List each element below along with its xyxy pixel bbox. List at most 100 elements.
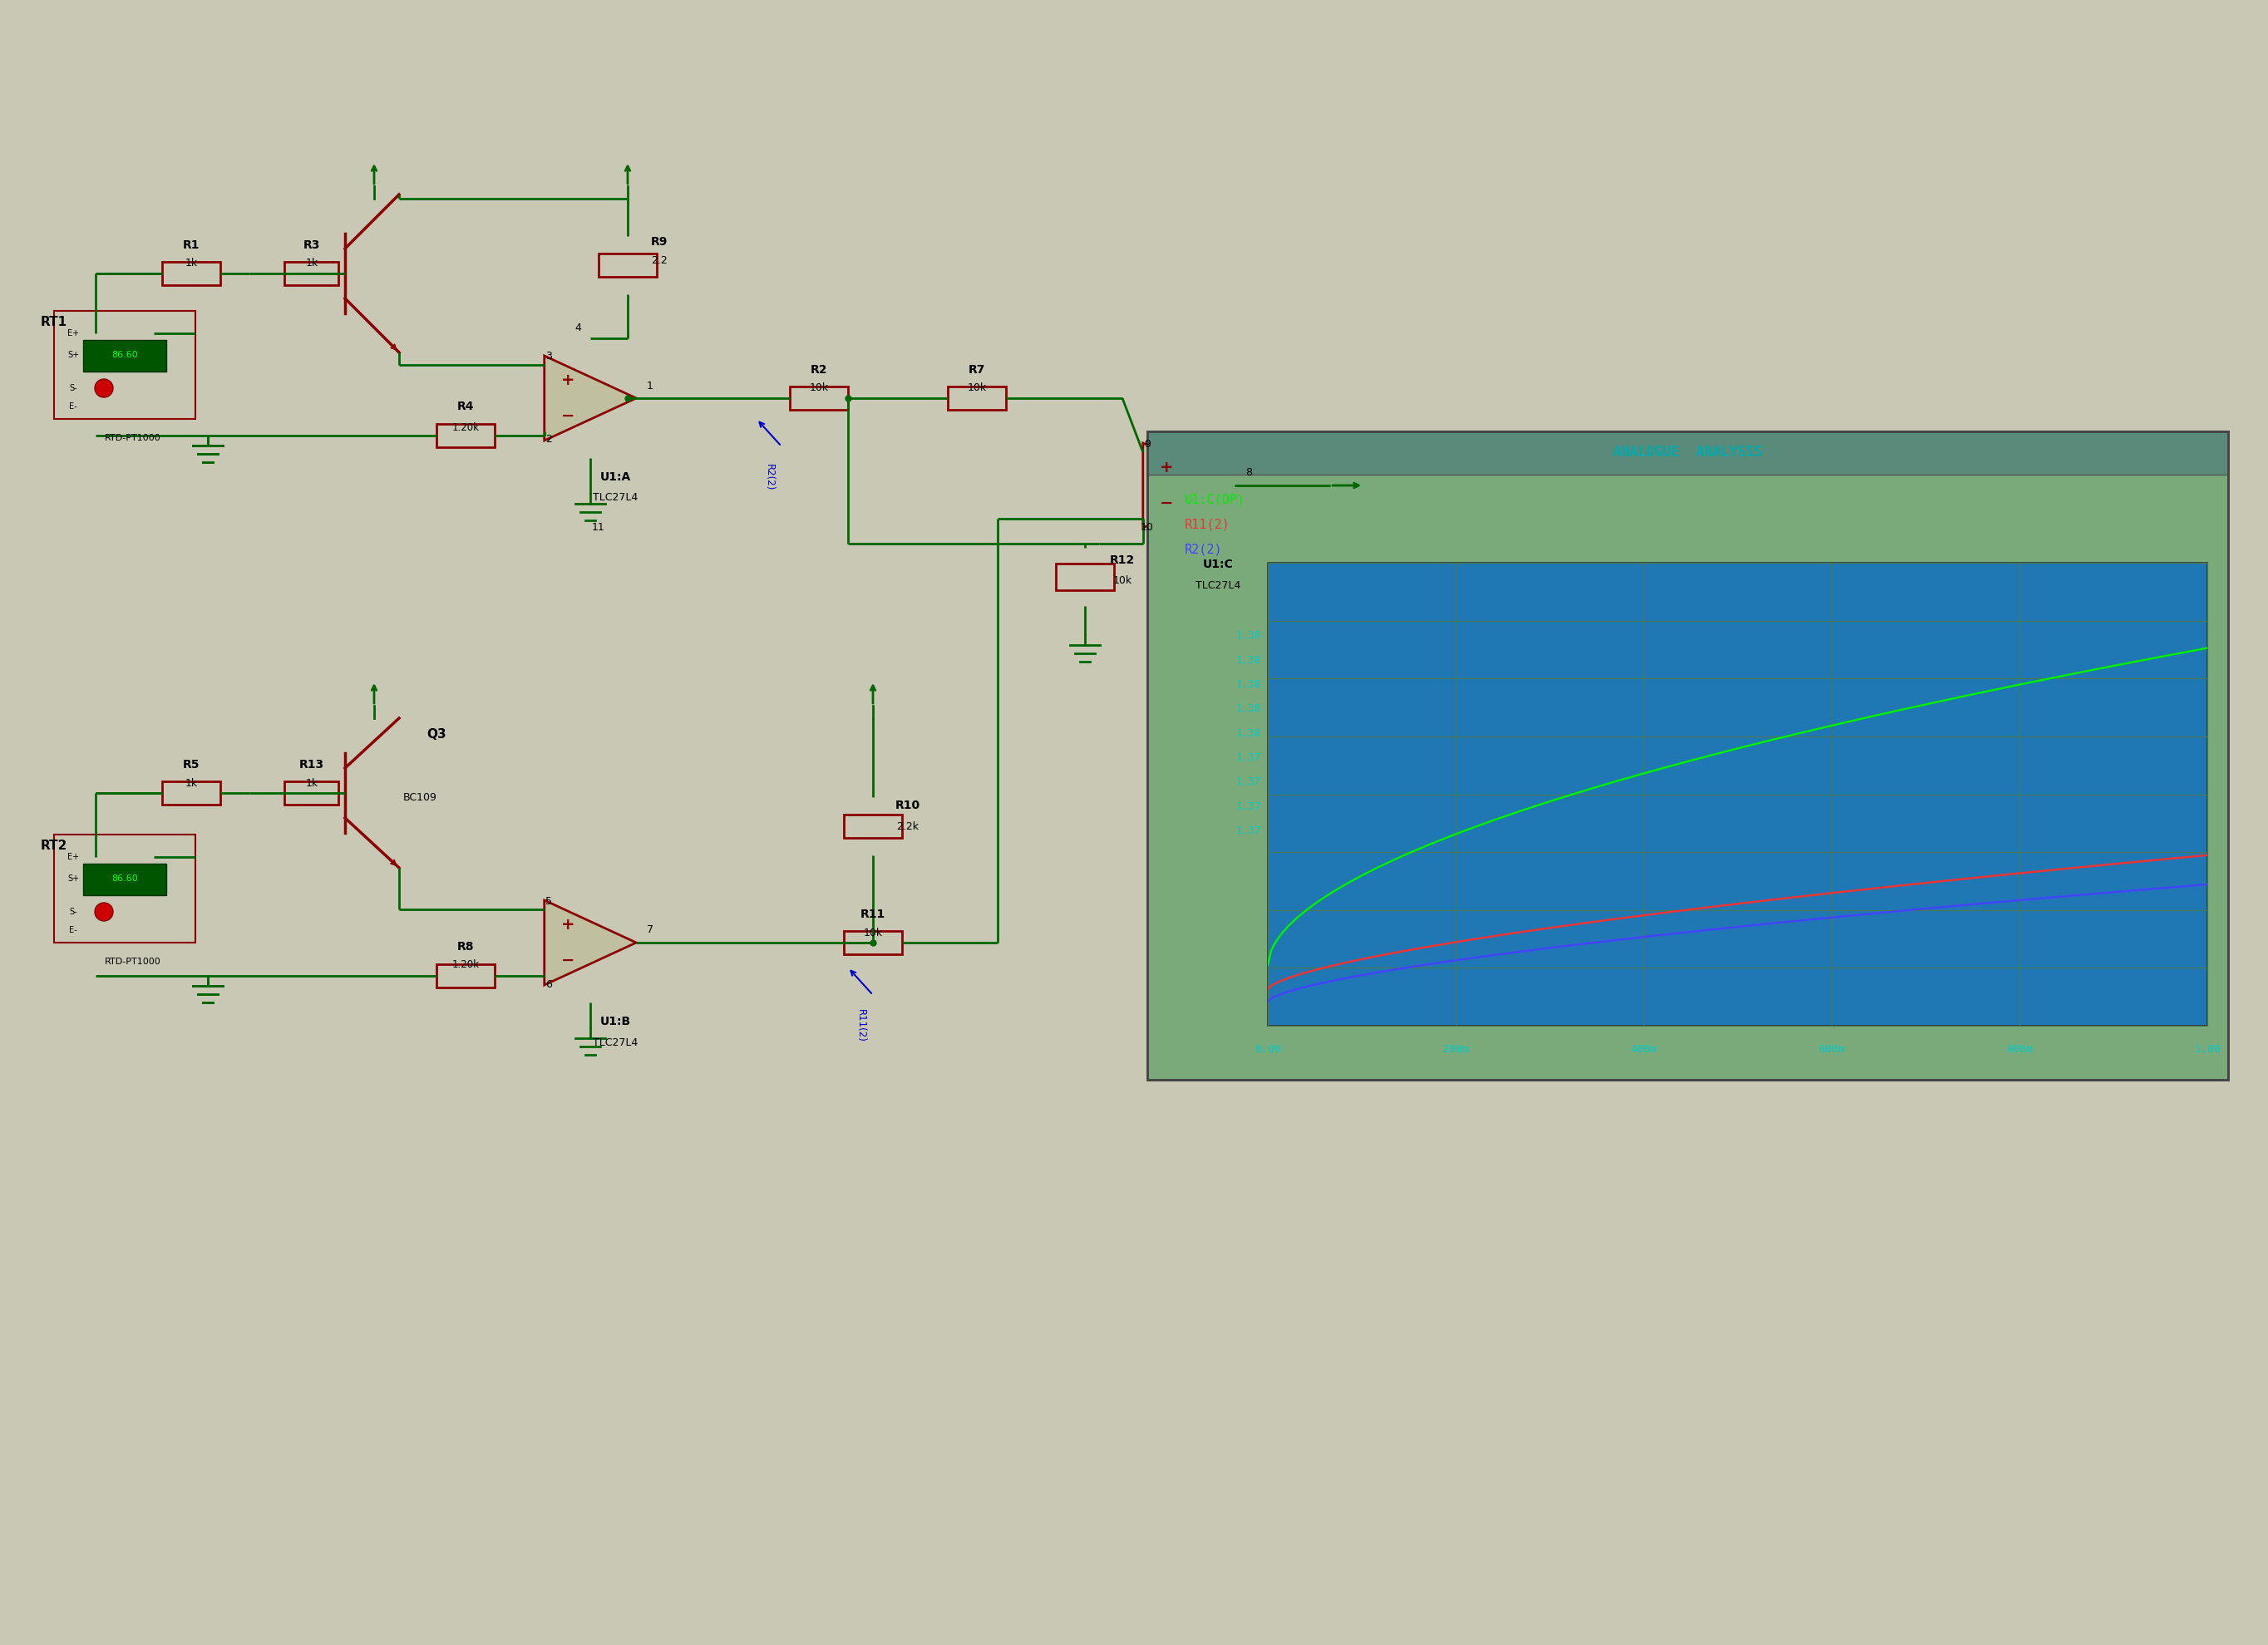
Text: U1:A: U1:A xyxy=(599,472,631,484)
Text: RTD-PT1000: RTD-PT1000 xyxy=(104,957,161,966)
Text: TLC27L4: TLC27L4 xyxy=(592,492,637,503)
Bar xyxy=(599,253,658,276)
Text: E-: E- xyxy=(68,926,77,934)
Text: R11(2): R11(2) xyxy=(1184,518,1229,531)
Text: R11(2): R11(2) xyxy=(855,1008,866,1043)
Text: 8: 8 xyxy=(1245,467,1252,479)
Text: 6: 6 xyxy=(544,979,551,990)
Text: S+: S+ xyxy=(68,875,79,883)
Circle shape xyxy=(95,378,113,398)
Text: −: − xyxy=(560,952,574,969)
Bar xyxy=(844,931,903,954)
Text: S-: S- xyxy=(68,908,77,916)
Text: 5: 5 xyxy=(544,895,551,906)
Polygon shape xyxy=(544,355,637,441)
Text: 11: 11 xyxy=(592,521,606,533)
Text: +: + xyxy=(560,916,574,933)
Text: 86.60: 86.60 xyxy=(111,350,138,359)
Text: R3: R3 xyxy=(304,240,320,252)
Bar xyxy=(1057,564,1114,591)
Bar xyxy=(435,964,494,987)
Bar xyxy=(435,424,494,447)
Text: 1.38: 1.38 xyxy=(1236,704,1261,714)
Text: 0.00: 0.00 xyxy=(1254,1045,1281,1054)
Text: R2(2): R2(2) xyxy=(764,464,773,490)
Bar xyxy=(286,262,338,285)
Text: 2.2k: 2.2k xyxy=(896,821,919,832)
Text: 2.2: 2.2 xyxy=(651,255,667,266)
Text: E+: E+ xyxy=(68,852,79,860)
Text: 1.37: 1.37 xyxy=(1236,752,1261,763)
Text: 10k: 10k xyxy=(864,928,882,938)
Text: 1.20k: 1.20k xyxy=(451,959,479,971)
Text: Q3: Q3 xyxy=(426,729,447,740)
Text: R12: R12 xyxy=(1109,554,1134,566)
Text: R1: R1 xyxy=(184,240,200,252)
Text: 1k: 1k xyxy=(186,258,197,268)
Bar xyxy=(1148,431,2227,475)
Bar xyxy=(844,814,903,837)
Text: 86.60: 86.60 xyxy=(111,875,138,883)
Text: R7: R7 xyxy=(968,364,984,375)
Text: BC109: BC109 xyxy=(404,791,438,803)
Text: 9: 9 xyxy=(1143,439,1150,449)
Text: R10: R10 xyxy=(896,799,921,811)
Text: 1.20k: 1.20k xyxy=(451,421,479,433)
Text: E-: E- xyxy=(68,403,77,411)
Bar xyxy=(54,311,195,419)
Text: 1.38: 1.38 xyxy=(1236,630,1261,642)
Text: 1k: 1k xyxy=(306,778,318,788)
Text: 1.37: 1.37 xyxy=(1236,776,1261,788)
Text: 1k: 1k xyxy=(306,258,318,268)
Text: R11: R11 xyxy=(860,908,885,920)
Text: TLC27L4: TLC27L4 xyxy=(1195,579,1241,591)
Text: TLC27L4: TLC27L4 xyxy=(592,1036,637,1048)
Circle shape xyxy=(95,903,113,921)
Text: U1:B: U1:B xyxy=(599,1015,631,1028)
Text: 1.00: 1.00 xyxy=(2193,1045,2220,1054)
Text: RT1: RT1 xyxy=(41,316,68,327)
Bar xyxy=(1268,563,2207,1026)
Text: 1k: 1k xyxy=(186,778,197,788)
Text: 1: 1 xyxy=(646,380,653,392)
Text: +: + xyxy=(560,373,574,388)
Text: U1:C: U1:C xyxy=(1202,559,1234,571)
Text: 600m: 600m xyxy=(1819,1045,1844,1054)
Text: 800m: 800m xyxy=(2007,1045,2032,1054)
Text: 4: 4 xyxy=(574,322,581,332)
Bar xyxy=(1148,431,2227,1079)
Text: +: + xyxy=(1159,461,1173,475)
Text: R2(2): R2(2) xyxy=(1184,543,1222,556)
Text: E+: E+ xyxy=(68,329,79,337)
Text: S+: S+ xyxy=(68,350,79,359)
Bar xyxy=(1268,563,2207,1026)
Text: 200m: 200m xyxy=(1442,1045,1470,1054)
Text: 1.37: 1.37 xyxy=(1236,801,1261,813)
Text: 7: 7 xyxy=(646,924,653,936)
Text: U1:C(OP): U1:C(OP) xyxy=(1184,493,1245,505)
Text: R13: R13 xyxy=(299,758,324,770)
Bar xyxy=(789,387,848,410)
Text: S-: S- xyxy=(68,383,77,393)
Text: 10k: 10k xyxy=(1114,576,1132,586)
Bar xyxy=(286,781,338,804)
Text: R8: R8 xyxy=(458,941,474,952)
Bar xyxy=(161,781,220,804)
Text: R5: R5 xyxy=(184,758,200,770)
Text: 400m: 400m xyxy=(1631,1045,1658,1054)
Text: −: − xyxy=(560,408,574,424)
Bar xyxy=(1148,431,2227,1079)
Text: RT2: RT2 xyxy=(41,839,68,852)
Text: ANALOGUE  ANALYSIS: ANALOGUE ANALYSIS xyxy=(1613,444,1762,459)
Text: −: − xyxy=(1159,495,1173,512)
Text: R4: R4 xyxy=(458,401,474,413)
Bar xyxy=(54,834,195,943)
Text: R9: R9 xyxy=(651,237,667,248)
Text: 1.38: 1.38 xyxy=(1236,729,1261,739)
Bar xyxy=(161,262,220,285)
Text: 1.38: 1.38 xyxy=(1236,679,1261,689)
Text: 3: 3 xyxy=(544,350,551,362)
Bar xyxy=(84,341,166,372)
Text: R2: R2 xyxy=(810,364,828,375)
Text: RTD-PT1000: RTD-PT1000 xyxy=(104,434,161,443)
